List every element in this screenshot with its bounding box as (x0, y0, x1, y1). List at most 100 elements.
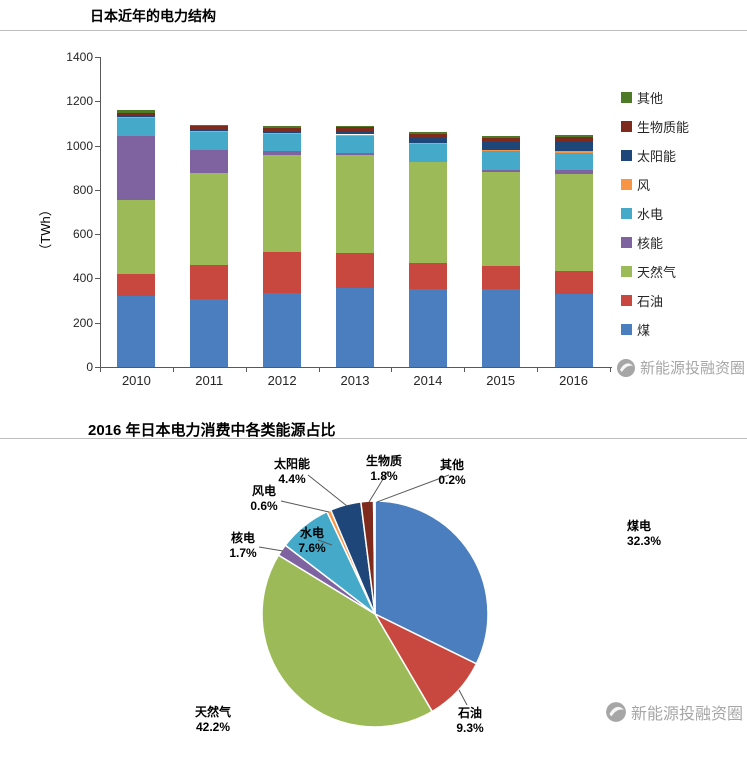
watermark-logo-icon (606, 702, 626, 722)
legend-swatch (621, 91, 632, 103)
bar-segment (336, 131, 374, 135)
bar-segment (408, 161, 447, 264)
pie-slice-label: 天然气 42.2% (195, 704, 231, 734)
bar-segment (408, 142, 447, 144)
x-tick-mark (391, 368, 393, 372)
y-tick-mark (95, 278, 100, 280)
bar-segment (263, 126, 302, 129)
bar-segment (554, 270, 593, 294)
bar-segment (336, 134, 374, 136)
bar-segment (408, 289, 447, 367)
bar-segment (190, 126, 229, 130)
y-tick-mark (95, 322, 100, 324)
bar-segment (263, 252, 302, 294)
pie-slice-label: 核电 1.7% (229, 530, 257, 560)
bar-segment (190, 150, 229, 174)
legend-label: 生物质能 (637, 119, 690, 135)
bar-segment (481, 170, 520, 173)
pie-slice-label: 生物质 1.8% (366, 453, 402, 483)
pie-leader-line (307, 474, 348, 507)
legend-item: 太阳能 (621, 148, 689, 164)
pie-slice (372, 500, 376, 615)
x-axis-label: 2013 (340, 373, 370, 388)
pie-leader-line (376, 474, 450, 503)
legend-item: 煤 (621, 322, 689, 338)
bar-segment (408, 263, 447, 290)
watermark-text: 新能源投融资圈 (639, 360, 745, 377)
bar-segment (190, 299, 229, 367)
bar-segment (190, 124, 229, 127)
legend: 其他生物质能太阳能风水电核能天然气石油煤 (621, 90, 689, 351)
y-tick-label: 1200 (66, 94, 93, 109)
pie-leader-line (458, 689, 468, 706)
pie-leader-line (368, 470, 389, 503)
legend-swatch (621, 265, 632, 277)
x-tick-mark (318, 368, 320, 372)
pie-chart-title: 2016 年日本电力消费中各类能源占比 (88, 422, 336, 439)
x-tick-mark (610, 368, 611, 372)
legend-label: 其他 (637, 90, 664, 106)
bar-segment (481, 136, 520, 139)
bar-segment (554, 134, 593, 137)
y-tick-label: 0 (86, 360, 93, 374)
pie-slice (374, 500, 489, 665)
bar-segment (117, 110, 156, 113)
bar-segment (336, 125, 374, 128)
x-tick-mark (245, 368, 247, 372)
legend-item: 水电 (621, 206, 689, 222)
y-tick-mark (95, 57, 100, 58)
bar-segment (263, 134, 302, 152)
y-tick-mark (95, 101, 100, 103)
y-tick-label: 800 (72, 182, 93, 197)
y-axis-line (100, 57, 101, 368)
y-tick-label: 600 (72, 227, 93, 242)
pie-slice-label: 太阳能 4.4% (274, 456, 310, 486)
y-tick-label: 200 (72, 315, 93, 330)
section-divider (0, 438, 747, 439)
legend-swatch (621, 236, 632, 248)
x-axis-label: 2010 (121, 373, 151, 388)
watermark-text: 新能源投融资圈 (630, 706, 743, 723)
x-tick-mark (100, 368, 101, 372)
bar-segment (408, 133, 447, 138)
pie-leader-line (317, 539, 333, 546)
y-tick-label: 400 (72, 271, 93, 286)
bar-segment (190, 130, 229, 132)
legend-swatch (621, 323, 632, 335)
legend-label: 太阳能 (637, 148, 677, 164)
legend-item: 石油 (621, 293, 689, 309)
pie-chart: 煤电 32.3% 石油 9.3% 天然气 42.2% 核电 1.7% 水电 7.6% 风电 0.6%太… (195, 453, 661, 735)
legend-item: 核能 (621, 235, 689, 251)
legend-swatch (621, 178, 632, 190)
x-tick-mark (464, 368, 466, 372)
pie-slice-label: 其他 0.2% (438, 457, 466, 487)
x-axis-label: 2014 (413, 373, 443, 388)
bar-segment (408, 137, 447, 143)
legend-label: 天然气 (637, 264, 677, 280)
bar-segment (263, 131, 302, 134)
bar-segment (117, 116, 156, 118)
bar-segment (554, 136, 593, 142)
y-tick-mark (95, 145, 100, 147)
bar-segment (117, 296, 156, 367)
bar-segment (263, 151, 302, 155)
y-tick-mark (95, 234, 100, 236)
bar-segment (117, 274, 156, 297)
bar-segment (336, 153, 374, 156)
bar-segment (481, 150, 520, 152)
legend-item: 风 (621, 177, 689, 193)
pie-slice-label: 水电 7.6% (298, 525, 326, 555)
bar-segment (336, 127, 374, 132)
x-axis-label: 2012 (267, 373, 297, 388)
bar-segment (336, 135, 374, 154)
bar-segment (263, 128, 302, 132)
bar-segment (481, 138, 520, 143)
bar-segment (554, 152, 593, 171)
y-tick-label: 1400 (66, 50, 93, 64)
y-tick-label: 1000 (66, 138, 93, 153)
legend-label: 风 (637, 177, 651, 193)
x-axis-label: 2016 (559, 373, 589, 388)
bar-segment (554, 293, 593, 367)
bar-segment (481, 172, 520, 267)
